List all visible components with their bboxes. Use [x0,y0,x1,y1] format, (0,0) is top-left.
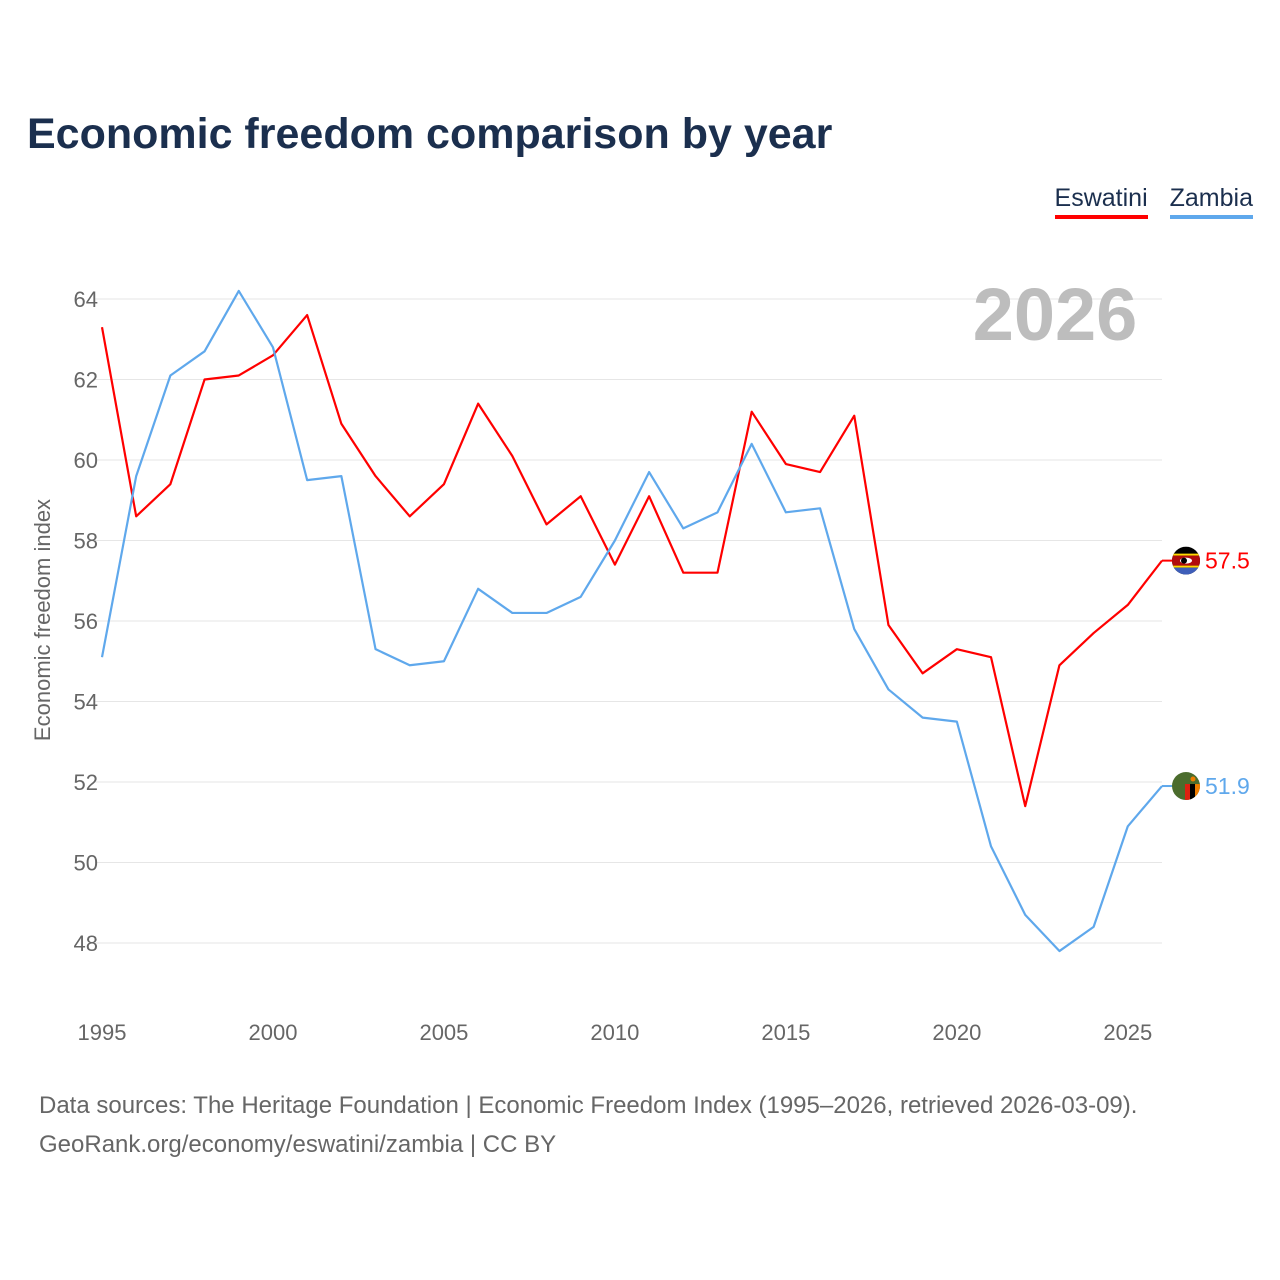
y-tick-label: 52 [74,770,98,795]
x-tick-label: 2025 [1103,1020,1152,1045]
footer: Data sources: The Heritage Foundation | … [39,1086,1137,1164]
y-tick-label: 62 [74,368,98,393]
legend: Eswatini Zambia [1054,184,1253,219]
y-axis-label: Economic freedom index [30,499,55,741]
series-line-zambia [100,289,1163,953]
end-label-zambia: 51.9 [1205,773,1250,799]
series-line-eswatini [100,314,1163,808]
year-watermark: 2026 [973,273,1138,356]
end-label-eswatini: 57.5 [1205,548,1250,574]
legend-item-zambia[interactable]: Zambia [1169,184,1253,219]
y-tick-label: 64 [74,287,98,312]
legend-item-eswatini[interactable]: Eswatini [1054,184,1148,219]
y-tick-label: 58 [74,529,98,554]
chart-title: Economic freedom comparison by year [27,110,833,158]
y-tick-label: 60 [74,448,98,473]
y-tick-label: 50 [74,851,98,876]
eswatini-flag-icon [1172,546,1200,575]
x-tick-label: 2020 [932,1020,981,1045]
source-note: Data sources: The Heritage Foundation | … [39,1092,1138,1119]
attribution-link[interactable]: GeoRank.org/economy/eswatini/zambia | CC… [39,1131,557,1158]
x-tick-label: 2005 [419,1020,468,1045]
zambia-flag-icon [1172,772,1200,801]
y-tick-label: 56 [74,609,98,634]
y-tick-label: 54 [74,690,98,715]
x-tick-label: 1995 [78,1020,127,1045]
y-tick-label: 48 [74,931,98,956]
x-tick-label: 2010 [590,1020,639,1045]
x-tick-label: 2000 [248,1020,297,1045]
x-tick-label: 2015 [761,1020,810,1045]
